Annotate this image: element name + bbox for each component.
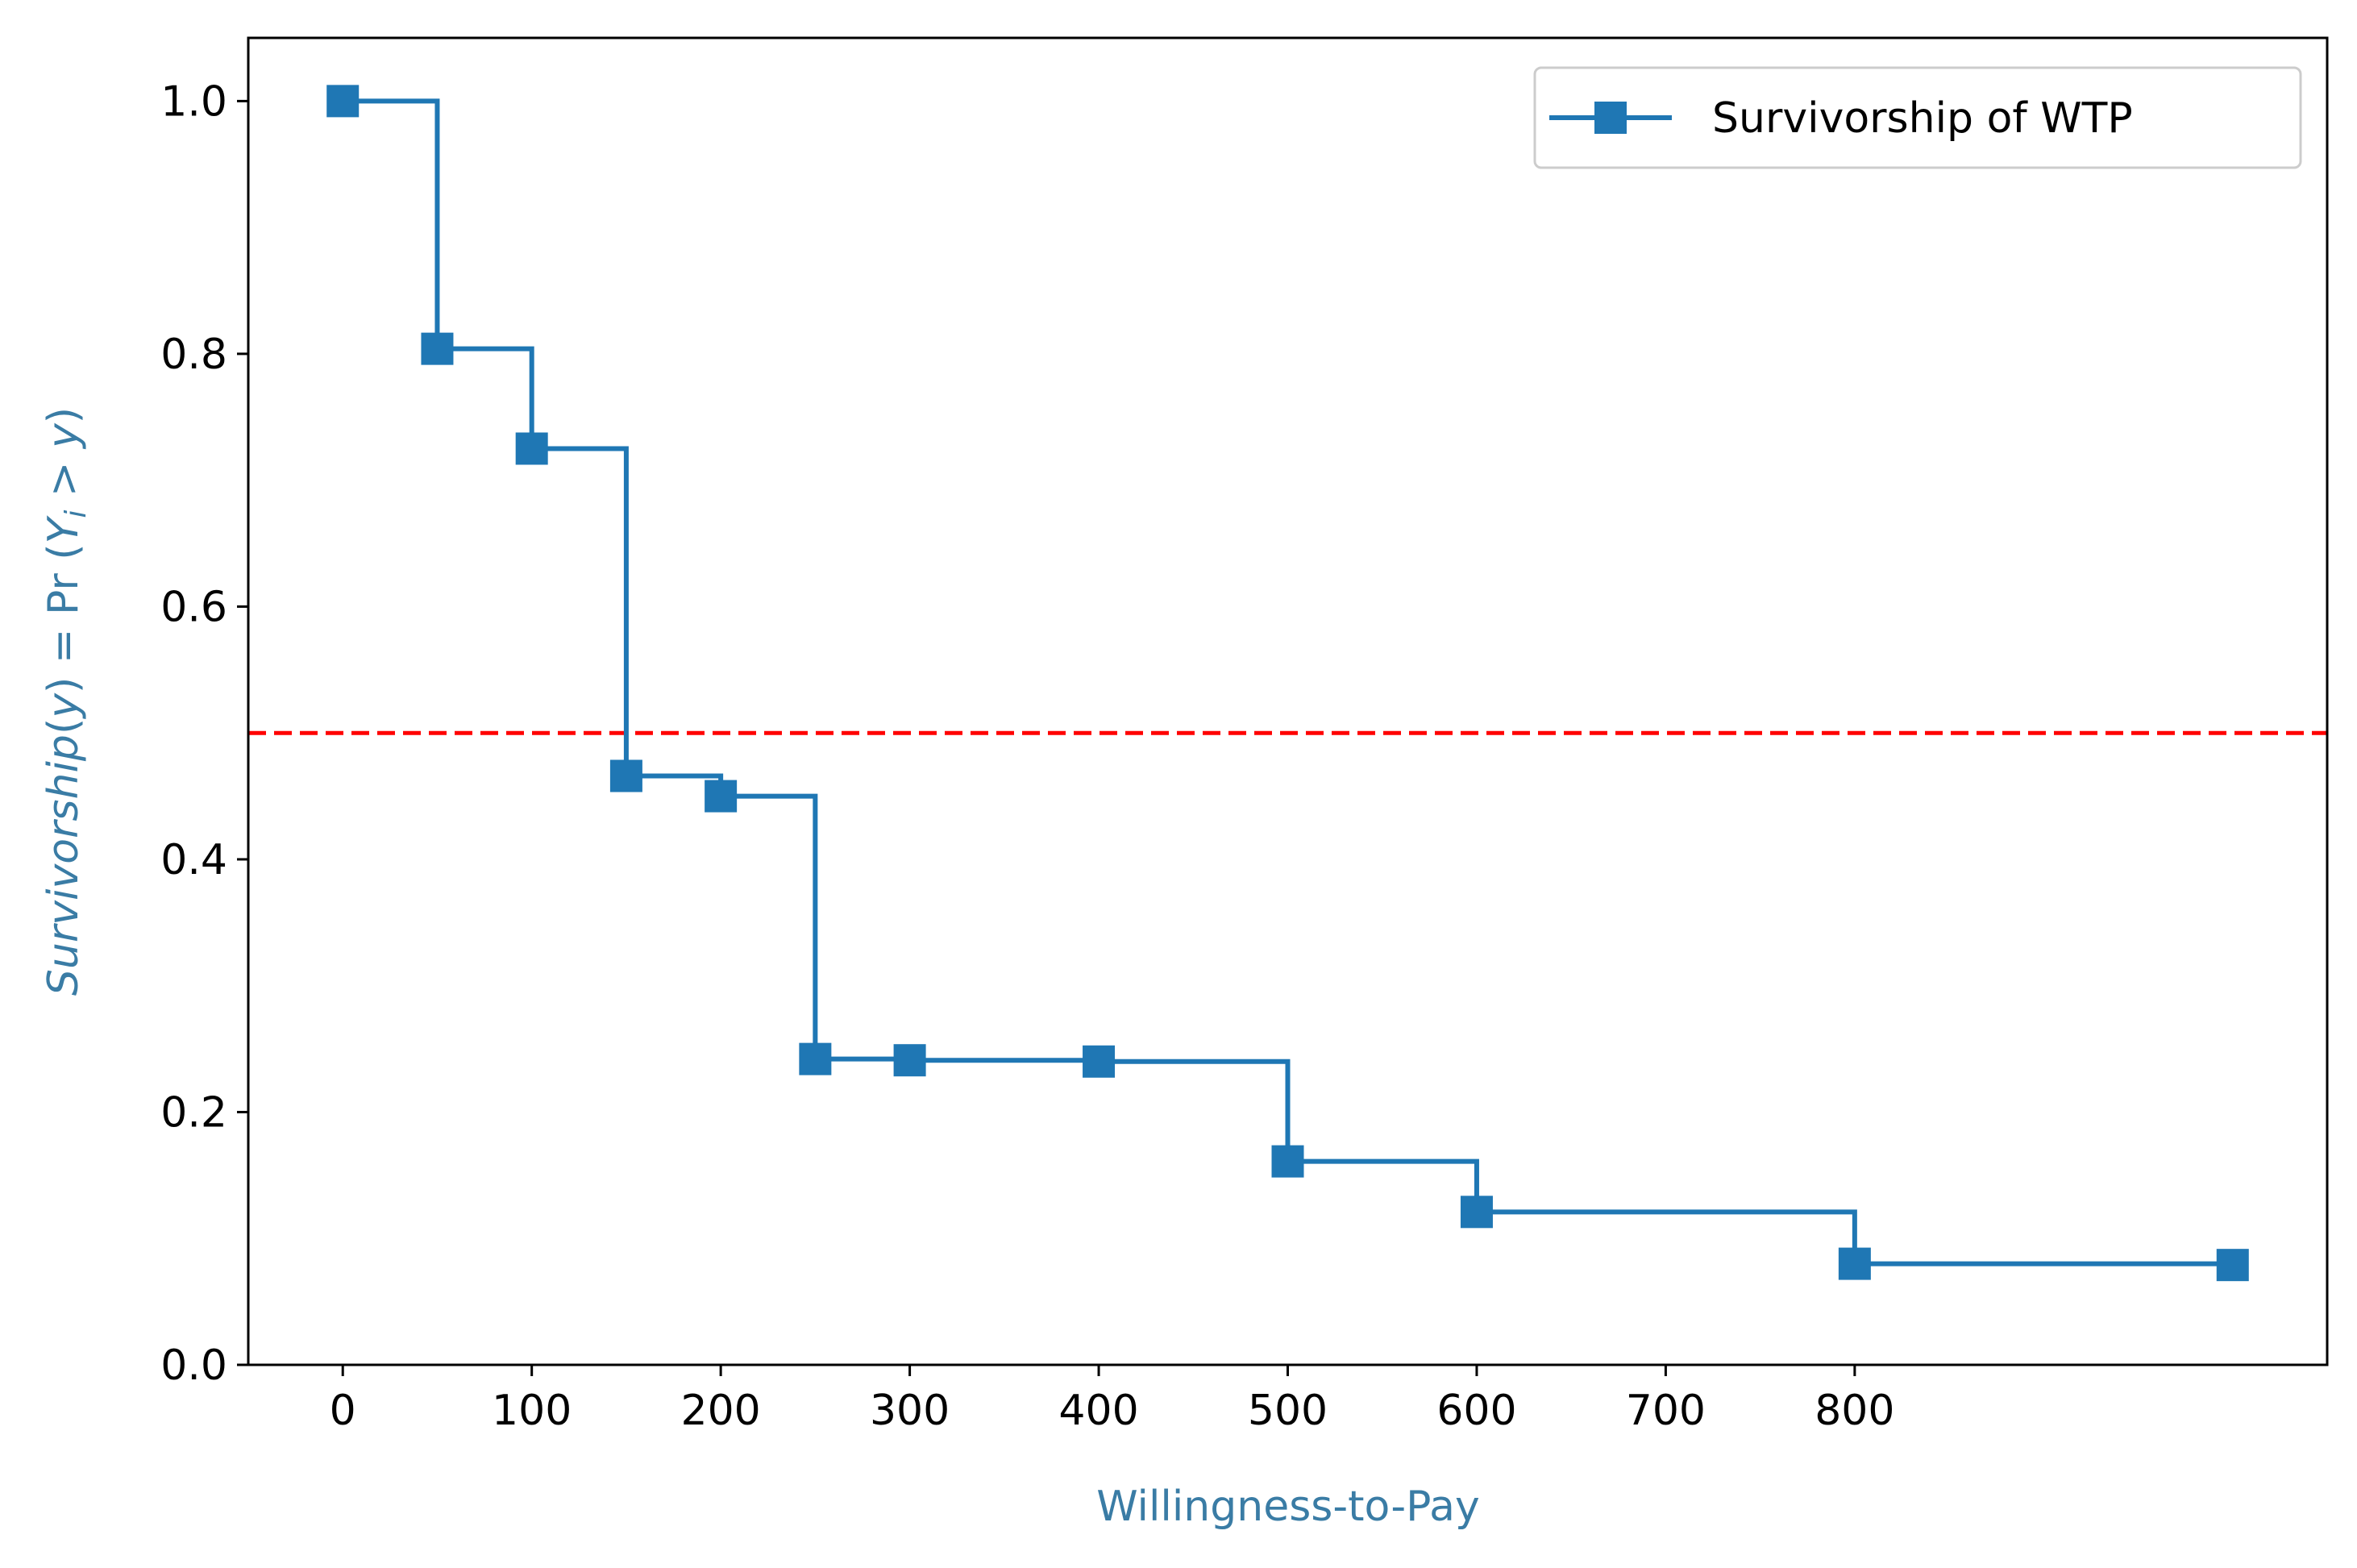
x-tick-label: 300 [870,1387,950,1435]
x-tick-label: 500 [1248,1387,1328,1435]
legend: Survivorship of WTP [1533,66,2302,169]
legend-box [1533,66,2302,169]
x-tick-label: 200 [681,1387,761,1435]
series-layer [326,85,2249,1282]
legend-marker-swatch [1594,102,1627,134]
data-point-marker [1460,1196,1493,1229]
x-tick-label: 0 [330,1387,356,1435]
data-point-marker [609,759,642,792]
data-point-marker [421,332,454,365]
y-tick-label: 0.4 [160,836,227,884]
x-tick-label: 700 [1626,1387,1706,1435]
y-axis-title-part: y [39,692,88,720]
data-point-marker [326,85,360,118]
x-tick-label: 600 [1436,1387,1516,1435]
x-tick-label: 100 [492,1387,572,1435]
y-tick-label: 0.6 [160,583,227,631]
y-axis-title-part: > [39,448,88,510]
y-axis-title-subscript: i [60,510,93,518]
y-tick-label: 0.2 [160,1088,227,1137]
y-axis-ticks: 0.0 0.2 0.4 0.6 0.8 1.0 [160,77,248,1390]
data-point-marker [893,1044,926,1077]
x-axis-title: Willingness-to-Pay [1096,1483,1480,1531]
data-point-marker [2216,1249,2249,1282]
legend-label: Survivorship of WTP [1712,94,2133,143]
y-tick-label: 0.0 [160,1341,227,1390]
data-point-marker [515,432,548,465]
x-tick-label: 800 [1815,1387,1894,1435]
data-point-marker [1083,1045,1116,1078]
x-tick-label: 400 [1058,1387,1138,1435]
y-tick-label: 0.8 [160,331,227,379]
y-axis-title-part: Y [39,514,88,543]
x-axis-ticks: 0 100 200 300 400 500 600 700 800 [330,1365,1894,1435]
data-point-marker [1271,1145,1304,1178]
y-axis-title: Survivorship(y) = Pr (Yi > y) [39,407,93,996]
data-point-marker [799,1042,832,1075]
y-axis-title-part: ( [39,718,88,734]
data-point-marker [705,780,738,813]
y-axis-title-part: ) [39,407,88,423]
y-tick-label: 1.0 [160,77,227,126]
y-axis-title-part: ) = Pr ( [39,543,88,693]
y-axis-title-part: y [39,422,88,450]
data-point-marker [1838,1247,1871,1280]
y-axis-title-part: Survivorship [39,734,88,996]
